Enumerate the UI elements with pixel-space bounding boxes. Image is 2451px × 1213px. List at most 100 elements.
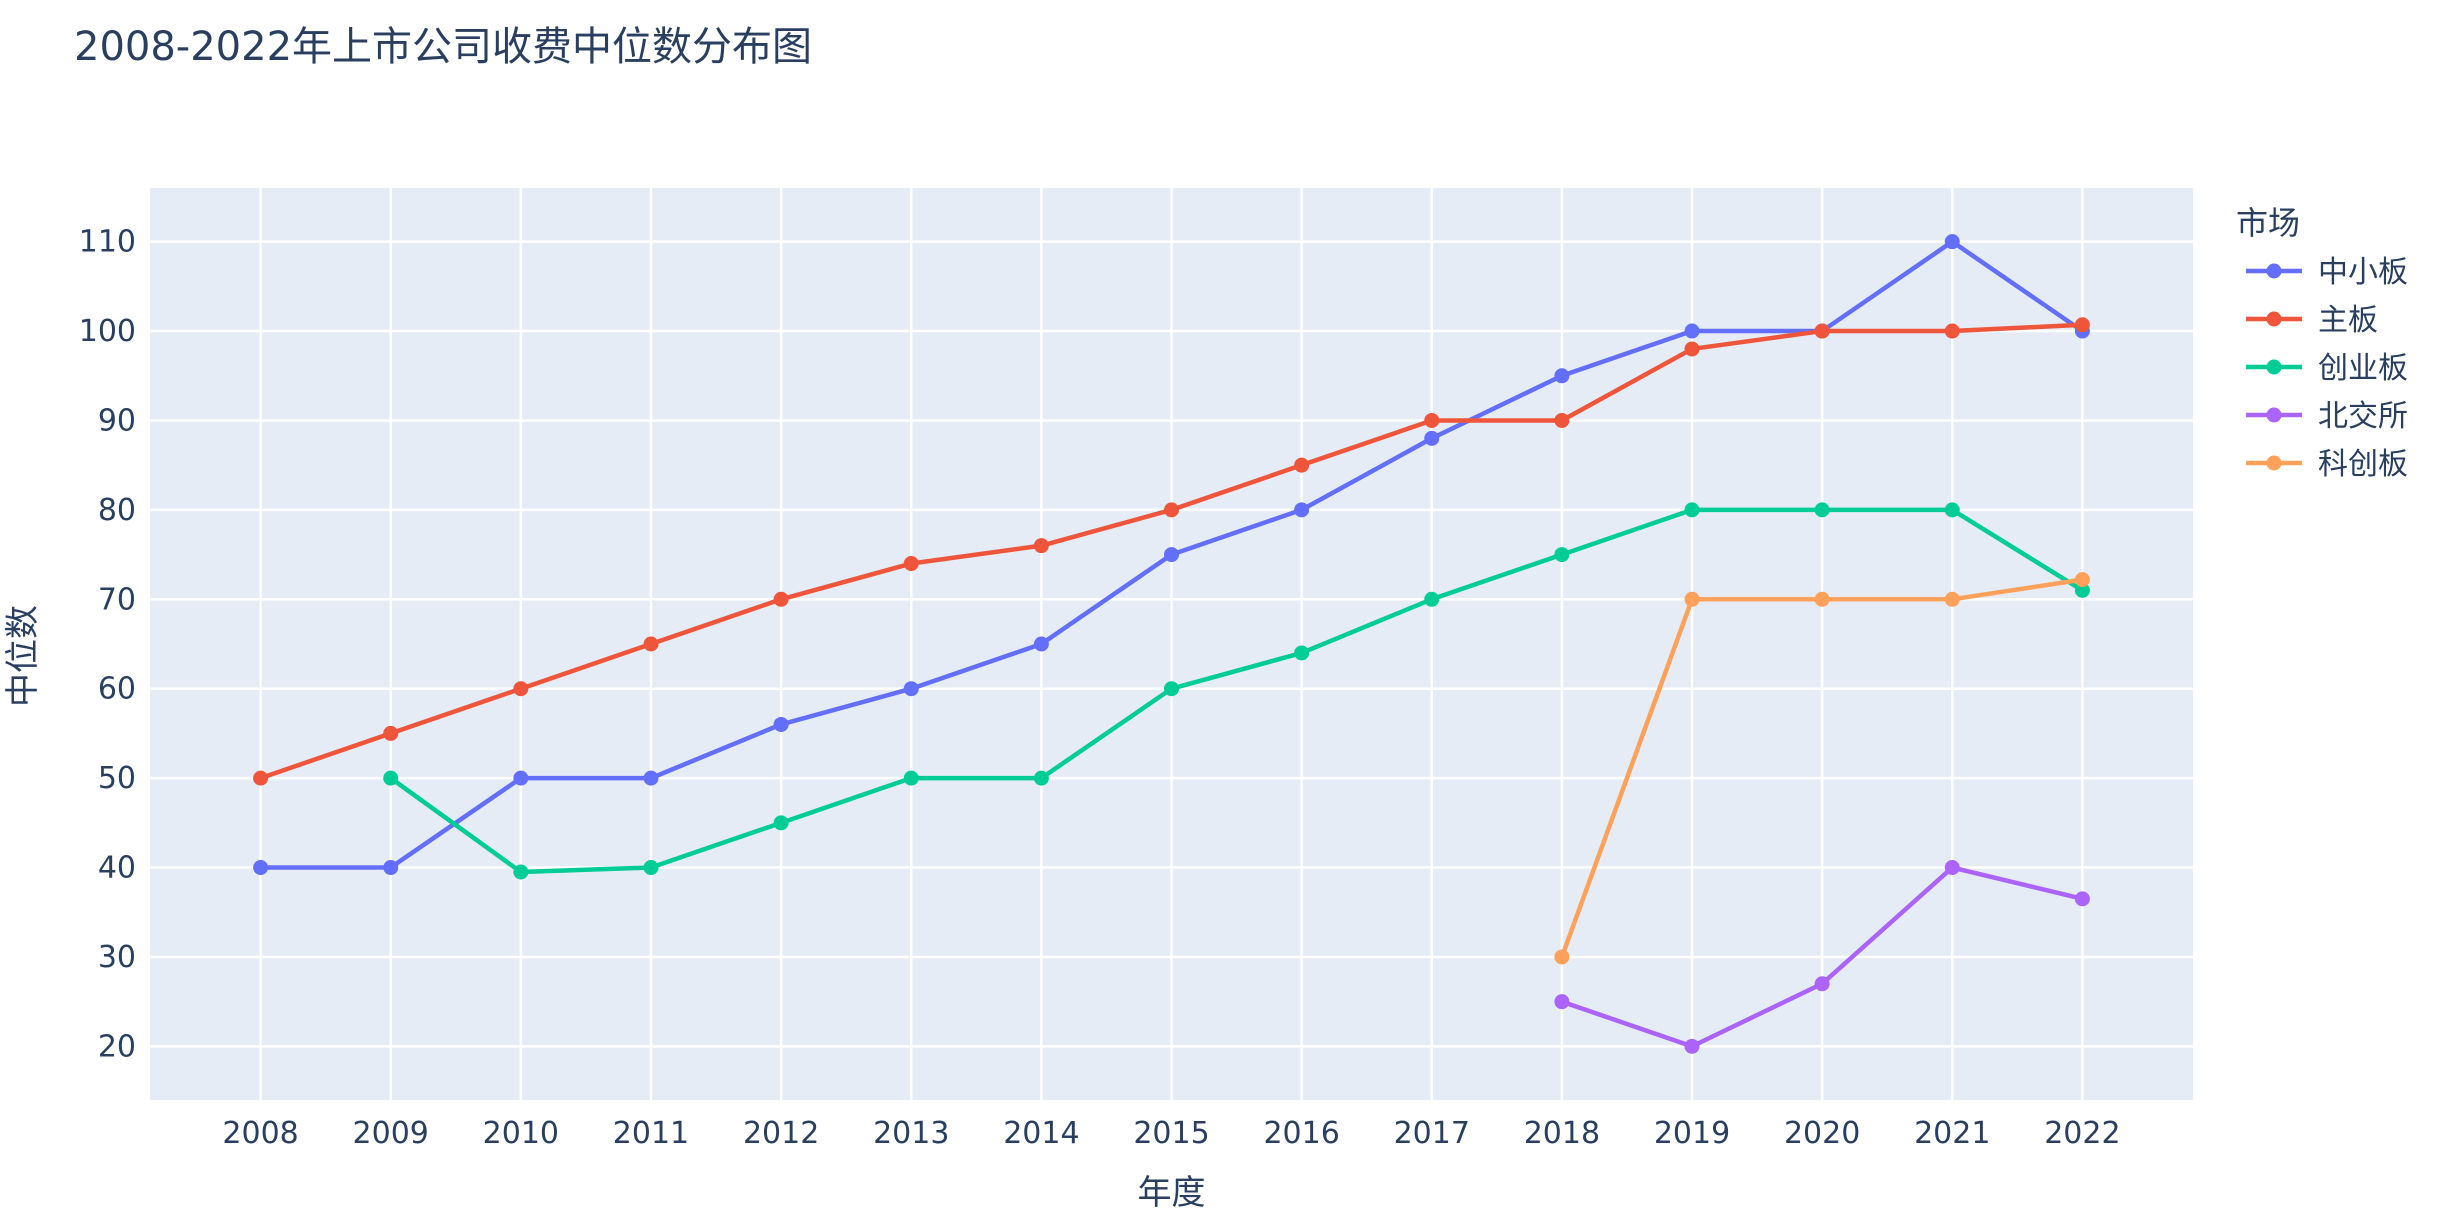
data-point — [1814, 591, 1830, 607]
data-point — [643, 636, 659, 652]
x-tick-label: 2020 — [1784, 1116, 1860, 1151]
legend-label: 中小板 — [2318, 255, 2408, 290]
data-point — [1033, 770, 1049, 786]
x-tick-label: 2017 — [1394, 1116, 1470, 1151]
data-point — [1294, 457, 1310, 473]
data-point — [383, 725, 399, 741]
data-point — [643, 860, 659, 876]
data-point — [1424, 591, 1440, 607]
x-tick-label: 2011 — [613, 1116, 689, 1151]
data-point — [1424, 430, 1440, 446]
y-tick-label: 20 — [98, 1029, 136, 1064]
data-point — [1164, 681, 1179, 697]
data-point — [773, 815, 789, 831]
legend-swatch-marker — [2266, 311, 2282, 327]
y-tick-label: 40 — [98, 851, 136, 886]
legend-label: 北交所 — [2318, 399, 2408, 434]
x-tick-label: 2012 — [743, 1116, 819, 1151]
x-tick-label: 2008 — [222, 1116, 298, 1151]
data-point — [1033, 538, 1049, 554]
data-point — [1294, 502, 1310, 518]
y-axis-label: 中位数 — [3, 605, 43, 707]
data-point — [903, 556, 919, 572]
y-tick-label: 100 — [79, 314, 136, 349]
legend-item: 主板 — [2246, 303, 2378, 338]
series-- — [383, 502, 2090, 880]
y-tick-label: 80 — [98, 493, 136, 528]
x-tick-label: 2018 — [1524, 1116, 1600, 1151]
data-point — [1684, 341, 1700, 357]
data-point — [253, 860, 269, 876]
legend-swatch-marker — [2266, 263, 2282, 279]
legend-item: 科创板 — [2246, 447, 2408, 482]
data-point — [1944, 591, 1960, 607]
series-- — [1554, 860, 2090, 1054]
data-point — [1164, 502, 1179, 518]
data-point — [1944, 234, 1960, 250]
x-tick-label: 2015 — [1133, 1116, 1209, 1151]
y-tick-label: 70 — [98, 582, 136, 617]
data-point — [1554, 949, 1570, 965]
data-point — [383, 860, 399, 876]
data-point — [1554, 994, 1570, 1010]
data-point — [1814, 976, 1830, 992]
y-tick-label: 90 — [98, 403, 136, 438]
legend-swatch-marker — [2266, 407, 2282, 423]
data-point — [1424, 412, 1440, 428]
data-point — [1294, 645, 1310, 661]
x-tick-label: 2013 — [873, 1116, 949, 1151]
data-point — [1164, 547, 1179, 563]
legend-label: 主板 — [2318, 303, 2378, 338]
data-point — [2074, 582, 2090, 598]
legend-label: 创业板 — [2318, 351, 2408, 386]
data-point — [1554, 547, 1570, 563]
x-tick-label: 2016 — [1263, 1116, 1339, 1151]
x-tick-label: 2021 — [1914, 1116, 1990, 1151]
data-point — [1033, 636, 1049, 652]
chart-title: 2008-2022年上市公司收费中位数分布图 — [74, 24, 812, 70]
x-tick-label: 2022 — [2044, 1116, 2120, 1151]
data-point — [253, 770, 269, 786]
series-layer — [253, 234, 2090, 1054]
x-axis-label: 年度 — [1138, 1173, 1206, 1213]
series-- — [253, 317, 2090, 786]
y-tick-label: 60 — [98, 672, 136, 707]
series-- — [1554, 572, 2090, 965]
data-point — [513, 681, 529, 697]
data-point — [513, 770, 529, 786]
data-point — [1814, 323, 1830, 339]
y-tick-label: 50 — [98, 761, 136, 796]
legend-label: 科创板 — [2318, 447, 2408, 482]
x-tick-label: 2010 — [483, 1116, 559, 1151]
data-point — [1944, 323, 1960, 339]
data-point — [1684, 1038, 1700, 1054]
x-axis-ticks: 2008 2009 2010 2011 2012 2013 2014 2015 2016 2017… — [222, 1116, 2120, 1151]
legend-item: 北交所 — [2246, 399, 2408, 434]
data-point — [2074, 572, 2090, 588]
data-point — [1814, 502, 1830, 518]
y-axis-ticks: 20 30 40 50 60 70 80 90 100 110 — [79, 225, 136, 1065]
legend-title: 市场 — [2236, 204, 2300, 242]
gridlines — [150, 188, 2193, 1100]
data-point — [643, 770, 659, 786]
data-point — [1684, 502, 1700, 518]
legend-item: 创业板 — [2246, 351, 2408, 386]
data-point — [1944, 860, 1960, 876]
data-point — [2074, 317, 2090, 333]
data-point — [383, 770, 399, 786]
data-point — [773, 716, 789, 732]
data-point — [903, 681, 919, 697]
data-point — [1554, 368, 1570, 384]
legend-item: 中小板 — [2246, 255, 2408, 290]
x-tick-label: 2009 — [353, 1116, 429, 1151]
legend-swatch-marker — [2266, 455, 2282, 471]
data-point — [2074, 891, 2090, 907]
data-point — [903, 770, 919, 786]
data-point — [1684, 591, 1700, 607]
data-point — [1684, 323, 1700, 339]
data-point — [773, 591, 789, 607]
x-tick-label: 2019 — [1654, 1116, 1730, 1151]
y-tick-label: 30 — [98, 940, 136, 975]
